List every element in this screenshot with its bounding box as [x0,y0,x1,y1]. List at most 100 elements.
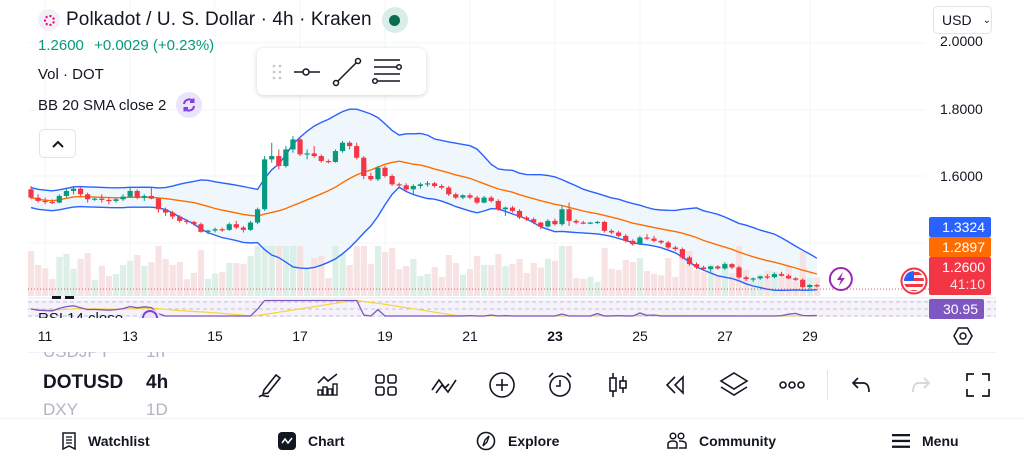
redo-button[interactable] [903,365,939,405]
symbol-interval: 1h [146,352,165,362]
nav-label: Chart [308,432,345,449]
chart-type-button[interactable] [600,365,636,405]
fullscreen-button[interactable] [960,365,996,405]
hamburger-menu-icon [892,433,910,448]
pencil-icon [258,373,282,398]
drawing-toolbar [257,48,426,95]
symbol-option-prev[interactable]: USDJPY 1h [43,352,165,362]
layers-icon [719,372,749,396]
object-tree-button[interactable] [716,365,752,405]
chevron-up-icon [51,140,64,148]
time-tick: 25 [632,328,648,344]
nav-label: Watchlist [88,432,150,449]
divider [28,352,996,353]
time-tick: 13 [122,328,138,344]
last-price: 1.2600 [38,37,84,54]
market-open-dot-icon[interactable] [381,7,408,33]
layout-button[interactable] [368,365,404,405]
chart-title[interactable]: Polkadot / U. S. Dollar · 4h · Kraken [66,9,372,30]
chart-legend: Polkadot / U. S. Dollar · 4h · Kraken 1.… [38,6,408,120]
rsi-indicator-label[interactable]: RSI 14 close [38,310,123,320]
chart-icon [278,431,296,450]
horizontal-ray-icon [294,67,320,76]
bb-basis-price-tag: 1.2897 [929,237,991,257]
time-tick: 23 [547,328,563,344]
community-icon [667,431,687,449]
price-change: +0.0029 (+0.23%) [94,37,215,54]
polkadot-logo-icon [38,9,60,31]
chart-settings-button[interactable] [953,326,973,346]
symbol-name: DXY [43,400,78,418]
plus-circle-icon [489,372,515,398]
time-tick: 11 [37,328,53,344]
rsi-value-tag: 30.95 [929,299,984,319]
draw-button[interactable] [252,365,288,405]
more-dots-icon [779,381,805,389]
drag-handle-icon[interactable] [267,52,287,92]
price-tick: 1.8000 [940,101,983,117]
time-tick: 17 [292,328,308,344]
bollinger-indicator-label[interactable]: BB 20 SMA close 2 [38,90,408,120]
nav-explore[interactable]: Explore [476,419,559,461]
symbol-name: DOTUSD [43,372,124,393]
volume-indicator-label[interactable]: Vol · DOT [38,59,408,89]
parallel-channel-icon [371,58,403,84]
price-chart[interactable]: RSI 14 close [0,0,1024,320]
compare-lines-icon [431,378,457,394]
nav-menu[interactable]: Menu [892,419,959,461]
collapse-legend-button[interactable] [39,129,76,158]
replay-button[interactable] [658,365,694,405]
bar-countdown: 41:10 [949,276,985,292]
candlestick-icon [609,373,627,397]
time-tick: 21 [462,328,478,344]
symbol-name: USDJPY [43,352,146,362]
currency-select[interactable]: USD ⌄ [933,6,992,34]
symbol-option-next[interactable]: DXY 1D [43,400,168,418]
us-flag-event-icon[interactable] [900,267,928,295]
time-tick: 15 [207,328,223,344]
volume-label: Vol · DOT [38,65,104,83]
nav-chart[interactable]: Chart [278,419,345,461]
undo-icon [851,377,870,393]
symbol-option-current[interactable]: DOTUSD 4h [43,372,168,394]
symbol-picker-wheel[interactable]: USDJPY 1h DOTUSD 4h DXY 1D [43,352,183,418]
compass-icon [476,431,496,450]
nav-watchlist[interactable]: Watchlist [62,419,150,461]
chevron-down-icon: ⌄ [982,14,991,26]
redo-icon [912,377,931,393]
trend-line-button[interactable] [327,52,367,92]
bb-label: BB 20 SMA close 2 [38,96,167,114]
time-tick: 27 [717,328,733,344]
nav-community[interactable]: Community [667,419,776,461]
undo-button[interactable] [843,365,879,405]
compare-button[interactable] [426,365,462,405]
alarm-clock-icon [548,372,572,397]
bb-upper-price-tag: 1.3324 [929,217,991,237]
refresh-icon[interactable] [176,92,203,118]
horizontal-ray-button[interactable] [287,52,327,92]
currency-value: USD [942,12,972,28]
more-button[interactable] [774,365,810,405]
fullscreen-icon [966,373,990,397]
parallel-channel-button[interactable] [367,52,407,92]
last-price-tag: 1.2600 41:10 [929,257,991,295]
indicators-button[interactable] [310,365,346,405]
add-button[interactable] [484,365,520,405]
watchlist-icon [62,431,76,450]
bottom-navigation: Watchlist Chart Explore Community Menu [0,418,1024,461]
price-tick: 2.0000 [940,34,983,48]
nav-label: Explore [508,432,560,449]
settings-hexagon-icon [953,327,973,345]
chart-indicators-icon [317,373,338,396]
nav-label: Community [699,432,776,449]
toolbar-divider [827,370,828,400]
rewind-icon [665,375,684,395]
nav-label: Menu [922,432,959,449]
alert-button[interactable] [542,365,578,405]
symbol-interval: 1D [146,400,168,418]
time-tick: 29 [802,328,818,344]
last-price-value: 1.2600 [942,259,985,275]
price-tick: 1.6000 [940,168,983,184]
price-change-row: 1.2600 +0.0029 (+0.23%) [38,37,408,59]
